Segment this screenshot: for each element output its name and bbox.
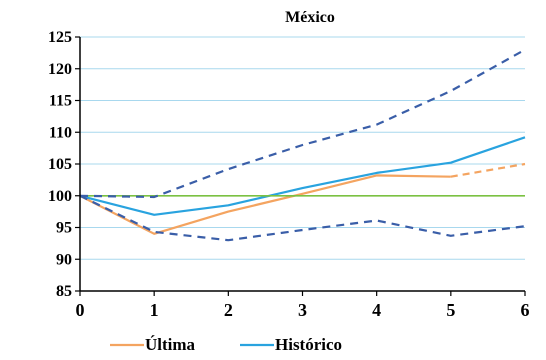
series-line-2-histrico [79,136,526,216]
legend-label-1: Histórico [275,335,342,354]
series-line-1-dashed-orange [450,162,526,178]
y-tick-label-120: 120 [48,61,72,78]
y-tick-label-105: 105 [48,156,72,173]
y-tick-label-110: 110 [49,124,72,141]
chart-title: México [285,9,335,26]
x-tick-label-4: 4 [372,300,381,320]
y-tick-label-95: 95 [56,220,72,237]
grid [80,36,525,260]
y-ticks: 85 90 95 100 105 110 115 120 125 [48,29,80,300]
series-line-4-dashed-blue [79,48,526,199]
legend-label-0: Última [145,335,196,354]
series-line-5-dashed-blue [79,194,526,242]
y-tick-label-125: 125 [48,29,72,46]
x-tick-label-5: 5 [446,300,455,320]
y-tick-label-90: 90 [56,251,72,268]
x-tick-label-6: 6 [521,300,530,320]
legend: Última Histórico [110,335,342,354]
series-lines [79,48,526,242]
x-tick-label-1: 1 [150,300,159,320]
x-tick-label-2: 2 [224,300,233,320]
y-tick-label-85: 85 [56,283,72,300]
x-tick-label-0: 0 [76,300,85,320]
y-tick-label-100: 100 [48,188,72,205]
series-line-0-última [79,174,451,235]
x-ticks: 0 1 2 3 4 5 6 [76,291,530,320]
y-tick-label-115: 115 [49,93,72,110]
x-tick-label-3: 3 [298,300,307,320]
